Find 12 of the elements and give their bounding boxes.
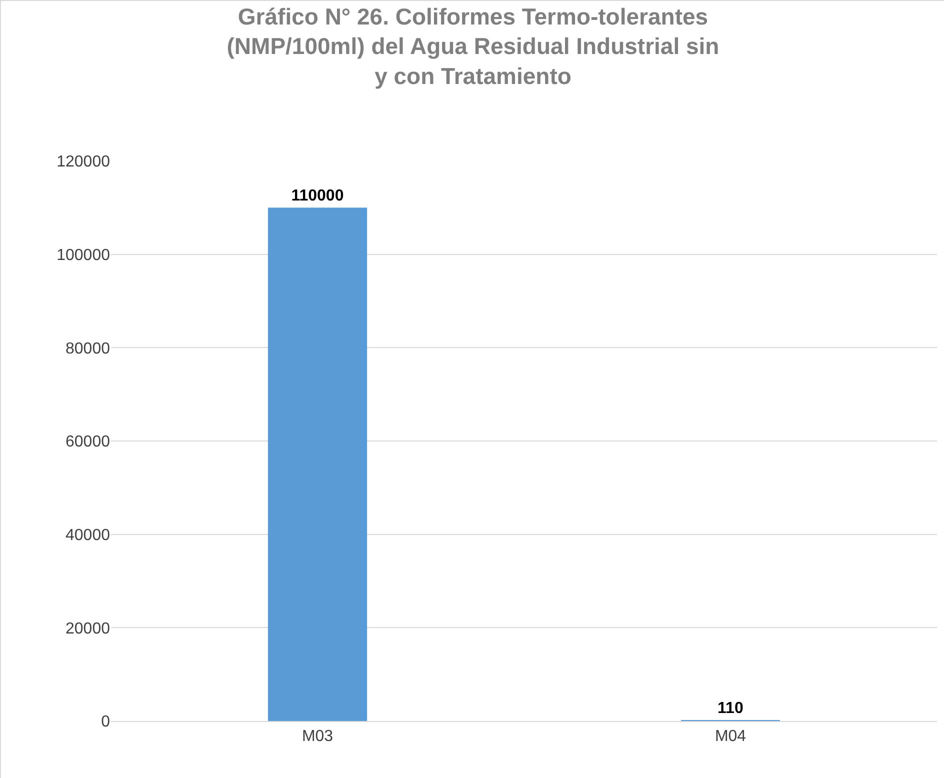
y-tick-label: 40000	[66, 526, 110, 544]
data-label: 110	[718, 700, 744, 717]
chart-title: Gráfico N° 26. Coliformes Termo-tolerantes (NMP/100ml) del Agua Residual Industrial sin y con Tratamiento	[226, 3, 720, 90]
data-label: 110000	[291, 188, 344, 205]
y-tick-label: 0	[101, 714, 110, 731]
x-tick-label: M03	[302, 728, 334, 746]
y-tick-label: 100000	[56, 246, 110, 264]
y-tick-label: 20000	[66, 620, 110, 638]
y-tick-label: 60000	[66, 434, 110, 451]
y-tick-label: 120000	[56, 154, 110, 171]
x-tick-label: M04	[714, 728, 746, 746]
y-tick-label: 80000	[66, 340, 110, 358]
